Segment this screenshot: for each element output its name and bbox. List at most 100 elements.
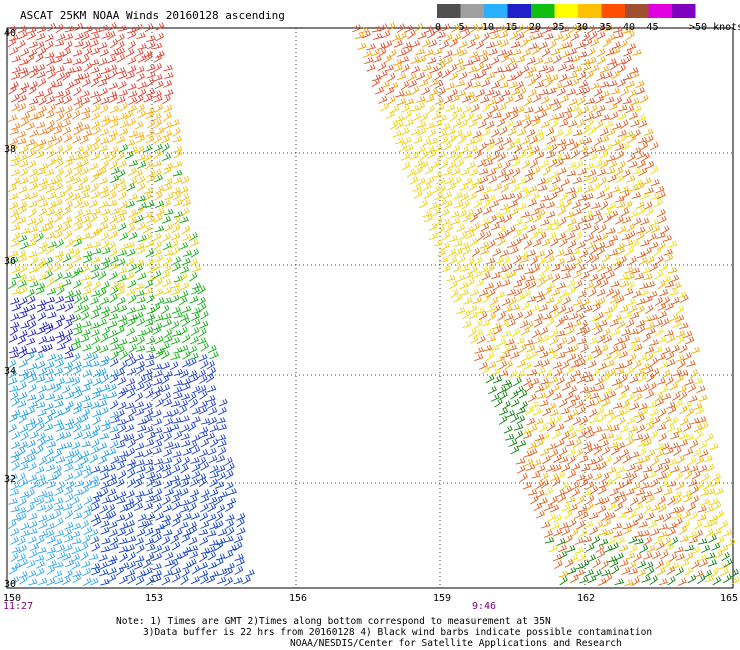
wind-barb xyxy=(620,448,629,458)
wind-barb xyxy=(9,576,20,585)
wind-barb xyxy=(45,324,54,335)
wind-barb xyxy=(189,232,198,241)
wind-barb xyxy=(435,103,445,113)
wind-barb xyxy=(534,433,545,442)
wind-barb xyxy=(115,345,125,354)
wind-barb xyxy=(35,143,45,152)
wind-barb xyxy=(37,139,47,146)
wind-barb xyxy=(83,469,93,479)
wind-barb xyxy=(427,128,437,138)
wind-barb xyxy=(566,375,576,384)
wind-barb xyxy=(519,400,528,410)
wind-barb xyxy=(659,550,669,560)
wind-barb xyxy=(504,313,514,322)
wind-barb xyxy=(145,77,155,88)
wind-barb xyxy=(45,296,56,304)
wind-barb xyxy=(199,552,208,563)
wind-barb xyxy=(545,210,556,219)
wind-barb xyxy=(28,512,38,521)
wind-barb xyxy=(695,406,705,415)
wind-barb xyxy=(99,296,110,305)
wind-barb xyxy=(387,22,396,32)
wind-barb xyxy=(109,374,119,384)
wind-barb xyxy=(530,377,540,386)
wind-barb xyxy=(496,73,506,83)
wind-barb xyxy=(117,401,127,410)
wind-barb xyxy=(209,424,219,433)
wind-barb xyxy=(173,275,184,283)
wind-barb xyxy=(128,407,137,417)
wind-barb xyxy=(162,264,172,273)
wind-barb xyxy=(645,322,655,330)
wind-barb xyxy=(137,202,147,211)
wind-barb xyxy=(672,369,683,377)
wind-barb xyxy=(482,63,492,72)
wind-barb xyxy=(180,433,190,441)
wind-barb xyxy=(630,238,640,248)
wind-barb xyxy=(584,473,594,482)
wind-barb xyxy=(513,254,522,265)
wind-barb xyxy=(679,322,689,330)
wind-barb xyxy=(667,575,676,586)
wind-barb xyxy=(209,521,219,530)
wind-barb xyxy=(17,249,27,259)
wind-barb xyxy=(516,360,526,368)
wind-barb xyxy=(612,257,622,266)
wind-barb xyxy=(47,240,58,249)
wind-barb xyxy=(91,208,101,215)
wind-barb xyxy=(485,41,496,49)
wind-barb xyxy=(100,115,110,123)
wind-barb xyxy=(604,478,614,487)
wind-barb xyxy=(700,488,710,497)
wind-barb xyxy=(533,502,543,512)
wind-barb xyxy=(179,290,189,299)
wind-barb xyxy=(512,120,523,128)
wind-barb xyxy=(72,423,82,433)
wind-barb xyxy=(626,392,636,402)
wind-barb xyxy=(559,522,569,530)
wind-barb xyxy=(65,450,75,459)
wind-barb xyxy=(473,329,484,337)
wind-barb xyxy=(531,46,541,56)
wind-barb xyxy=(145,513,156,521)
wind-barb xyxy=(107,91,118,98)
wind-barb xyxy=(26,369,36,379)
wind-barb xyxy=(532,407,542,416)
wind-barb xyxy=(101,326,111,336)
wind-barb xyxy=(576,241,586,250)
wind-barb xyxy=(143,232,153,241)
wind-barb xyxy=(543,56,554,64)
wind-barb xyxy=(9,385,19,393)
wind-barb xyxy=(567,239,577,249)
wind-barb xyxy=(520,211,531,218)
wind-barb xyxy=(446,182,456,191)
wind-barb xyxy=(171,465,181,474)
wind-barb xyxy=(546,402,557,411)
wind-barb xyxy=(485,120,495,130)
wind-barb xyxy=(146,576,155,586)
wind-barb xyxy=(534,438,544,448)
wind-barb xyxy=(127,317,136,327)
wind-barb xyxy=(583,520,594,528)
wind-barb xyxy=(496,118,506,128)
wind-barb xyxy=(47,22,57,32)
wind-barb xyxy=(514,385,524,394)
wind-barb xyxy=(242,575,251,585)
wind-barb xyxy=(577,50,588,58)
wind-barb xyxy=(357,42,367,51)
wind-barb xyxy=(17,25,27,34)
wind-barb xyxy=(118,71,128,80)
wind-barb xyxy=(28,265,39,274)
wind-barb xyxy=(591,209,602,217)
wind-barb xyxy=(614,337,624,346)
wind-barb xyxy=(54,282,64,289)
wind-barb xyxy=(670,274,680,283)
wind-barb xyxy=(712,501,722,511)
wind-barb xyxy=(552,430,561,440)
wind-barb xyxy=(182,528,192,537)
wind-barb xyxy=(378,95,388,104)
wind-barb xyxy=(137,234,148,243)
wind-barb xyxy=(606,227,616,235)
wind-barb xyxy=(38,456,47,466)
wind-barb xyxy=(587,56,597,65)
